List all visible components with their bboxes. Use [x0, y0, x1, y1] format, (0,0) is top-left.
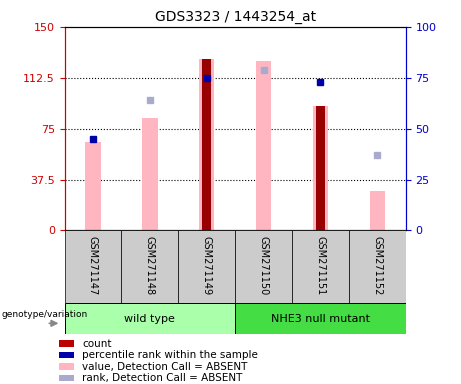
Bar — [199, 60, 214, 230]
Bar — [85, 142, 100, 230]
Bar — [178, 230, 235, 303]
Text: GSM271152: GSM271152 — [372, 236, 382, 296]
Text: NHE3 null mutant: NHE3 null mutant — [271, 314, 370, 324]
Bar — [313, 106, 328, 230]
Title: GDS3323 / 1443254_at: GDS3323 / 1443254_at — [154, 10, 316, 25]
Text: genotype/variation: genotype/variation — [2, 310, 88, 319]
Bar — [59, 352, 74, 358]
Bar — [65, 230, 121, 303]
Bar — [292, 230, 349, 303]
Bar — [59, 364, 74, 370]
Text: GSM271149: GSM271149 — [201, 236, 212, 295]
Text: percentile rank within the sample: percentile rank within the sample — [83, 350, 258, 360]
Text: GSM271147: GSM271147 — [88, 236, 98, 295]
Text: GSM271150: GSM271150 — [259, 236, 269, 295]
Bar — [65, 303, 235, 334]
Bar — [59, 341, 74, 347]
Bar — [142, 118, 158, 230]
Bar — [370, 191, 385, 230]
Text: value, Detection Call = ABSENT: value, Detection Call = ABSENT — [83, 362, 248, 372]
Bar — [235, 230, 292, 303]
Text: GSM271151: GSM271151 — [315, 236, 325, 295]
Text: wild type: wild type — [124, 314, 175, 324]
Bar — [202, 60, 211, 230]
Bar — [235, 303, 406, 334]
Bar — [121, 230, 178, 303]
Text: rank, Detection Call = ABSENT: rank, Detection Call = ABSENT — [83, 373, 242, 383]
Text: GSM271148: GSM271148 — [145, 236, 155, 295]
Bar — [59, 375, 74, 381]
Bar — [316, 106, 325, 230]
Text: count: count — [83, 339, 112, 349]
Bar — [256, 61, 271, 230]
Bar — [349, 230, 406, 303]
